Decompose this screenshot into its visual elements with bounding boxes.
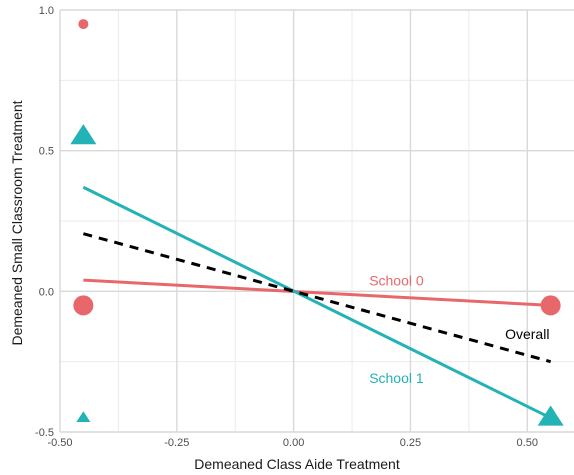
line-labels: School 0 Overall School 1 (369, 273, 549, 386)
fit-line-overall (82, 232, 552, 364)
y-axis-title: Demeaned Small Classroom Treatment (9, 100, 25, 345)
data-point-circle (540, 295, 561, 316)
line-label-school-0: School 0 (369, 273, 424, 289)
y-tick-label: 0.0 (39, 286, 54, 298)
fit-lines (82, 185, 552, 420)
x-axis-title: Demeaned Class Aide Treatment (194, 456, 400, 472)
data-point-triangle (70, 124, 97, 145)
data-points (70, 19, 564, 426)
data-point-circle (78, 19, 89, 30)
data-point-circle (73, 295, 94, 316)
grid (59, 9, 574, 433)
data-point-triangle (76, 411, 91, 423)
y-tick-label: 1.0 (39, 5, 54, 17)
tick-labels: -0.50 -0.25 0.00 0.25 0.50 -0.5 0.0 0.5 1.0 (35, 5, 538, 449)
x-tick-label: -0.25 (164, 437, 189, 449)
line-label-school-1: School 1 (369, 370, 424, 386)
fit-line-school-1 (82, 185, 552, 420)
fit-line-school-0 (83, 278, 551, 307)
y-tick-label: 0.5 (39, 146, 54, 158)
x-tick-label: 0.00 (283, 437, 304, 449)
x-tick-label: 0.50 (517, 437, 538, 449)
x-tick-label: 0.25 (400, 437, 421, 449)
y-tick-label: -0.5 (35, 427, 54, 439)
x-tick-label: -0.50 (47, 437, 72, 449)
line-label-overall: Overall (505, 326, 549, 342)
data-point-triangle (537, 405, 564, 426)
